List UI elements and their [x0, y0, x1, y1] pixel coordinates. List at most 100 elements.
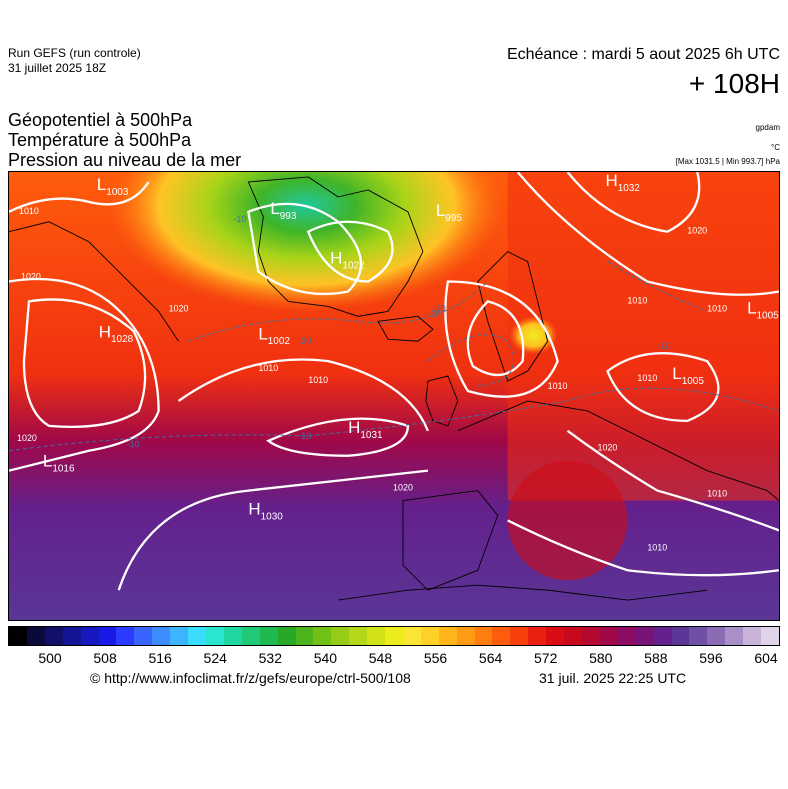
- field-temperature: Température à 500hPa: [8, 130, 192, 150]
- scand-trough: [407, 271, 608, 431]
- colorbar-tick-label: 596: [699, 650, 723, 666]
- colorbar-cell: [26, 627, 45, 645]
- colorbar-cell: [98, 627, 117, 645]
- high-pressure-center: H1028: [99, 322, 134, 345]
- pressure-centers: L1003 L993 L995 H1022 H1032 H1028 L1002 L1005 L1…: [43, 171, 779, 522]
- colorbar-cell: [402, 627, 421, 645]
- low-pressure-center: L1005: [747, 298, 779, 321]
- field-pressure: Pression au niveau de la mer: [8, 150, 242, 170]
- isobar: [306, 220, 394, 283]
- weather-map: L1003 L993 L995 H1022 H1032 H1028 L1002 L1005 L1…: [8, 171, 780, 621]
- isobar: [9, 181, 150, 213]
- isobar: [606, 352, 720, 423]
- colorbar-cell: [295, 627, 314, 645]
- lead-time: + 108H: [688, 68, 780, 99]
- colorbar-cell: [564, 627, 582, 645]
- med-warm: [507, 460, 628, 581]
- isotherms: [9, 261, 779, 452]
- colorbar: [8, 626, 780, 646]
- isobar: [22, 298, 147, 429]
- colorbar-cell: [456, 627, 475, 645]
- isotherm-label: -10: [127, 439, 140, 449]
- colorbar-cell: [528, 627, 547, 645]
- colorbar-tick-label: 548: [368, 650, 393, 666]
- high-pressure-center: H1032: [605, 171, 640, 194]
- isobar-labels: 1010 1020 1020 1010 1010 1020 1010 1010 1020 1010…: [17, 206, 727, 552]
- colorbar-tick-label: 524: [203, 650, 227, 666]
- isobar-label: 1010: [647, 542, 667, 552]
- colorbar-tick-label: 604: [754, 650, 778, 666]
- colorbar-cell: [653, 627, 672, 645]
- isobar-label: 1020: [687, 226, 707, 236]
- isobar: [177, 358, 429, 432]
- colorbar-tick-label: 588: [644, 650, 668, 666]
- colorbar-tick-label: 572: [534, 650, 558, 666]
- colorbar-tick-label: 516: [148, 650, 172, 666]
- isotherm-label: -20: [428, 308, 441, 318]
- colorbar-cell: [116, 627, 135, 645]
- colorbar-cell: [44, 627, 63, 645]
- greenland-coast: [247, 176, 424, 317]
- isobar: [466, 300, 525, 376]
- isobar: [566, 429, 779, 532]
- isobar-label: 1020: [393, 483, 413, 493]
- isobar: [516, 172, 779, 296]
- colorbar-cell: [331, 627, 350, 645]
- low-pressure-center: L993: [270, 199, 297, 222]
- credit[interactable]: © http://www.infoclimat.fr/z/gefs/europe…: [90, 670, 411, 686]
- colorbar-cell: [761, 627, 779, 645]
- iberia: [402, 490, 499, 591]
- isobar-label: 1010: [308, 375, 328, 385]
- low-pressure-center: L995: [436, 201, 463, 224]
- field-geopotential: Géopotentiel à 500hPa: [8, 110, 193, 130]
- isobar-label: 1020: [17, 433, 37, 443]
- isobar-label: 1010: [707, 489, 727, 499]
- colorbar-tick-label: 564: [478, 650, 503, 666]
- colorbar-cell: [134, 627, 153, 645]
- isobar-label: 1010: [19, 206, 39, 216]
- isotherm-label: -20: [433, 303, 446, 313]
- colorbar-cell: [510, 627, 529, 645]
- colorbar-cell: [259, 627, 278, 645]
- colorbar-tick-label: 556: [423, 650, 448, 666]
- colorbar-cell: [277, 627, 296, 645]
- colorbar-cell: [349, 627, 368, 645]
- europe-mainland: [457, 400, 779, 501]
- isotherm-label: -10: [233, 214, 246, 224]
- run-name: Run GEFS (run controle): [8, 46, 141, 60]
- colorbar-tick-label: 580: [589, 650, 613, 666]
- colorbar-cell: [599, 627, 618, 645]
- colorbar-cell: [617, 627, 636, 645]
- colorbar-tick-label: 508: [93, 650, 117, 666]
- low-pressure-center: L1003: [97, 175, 129, 198]
- colorbar-tick-label: 532: [258, 650, 282, 666]
- colorbar-cell: [671, 627, 690, 645]
- colorbar-tick-label: 540: [313, 650, 338, 666]
- colorbar-cell: [582, 627, 600, 645]
- low-pressure-center: L1016: [43, 452, 75, 475]
- low-pressure-center: L1005: [672, 364, 704, 387]
- high-pressure-center: H1022: [330, 249, 365, 272]
- unit-geopotential: gpdam: [755, 123, 780, 132]
- created-time: 31 juil. 2025 22:25 UTC: [539, 670, 687, 686]
- africa-coast: [338, 584, 708, 601]
- isobar: [9, 277, 160, 472]
- colorbar-cell: [635, 627, 654, 645]
- colorbar-cell: [313, 627, 332, 645]
- colorbar-tick-label: 500: [38, 650, 62, 666]
- colorbar-cell: [188, 627, 206, 645]
- pressure-range: [Max 1031.5 | Min 993.7] hPa: [675, 157, 780, 166]
- run-date: 31 juillet 2025 18Z: [8, 61, 107, 75]
- isobar: [444, 280, 559, 398]
- high-pressure-center: H1030: [248, 499, 283, 522]
- isobar-label: 1010: [707, 303, 727, 313]
- low-pressure-center: L1002: [258, 324, 290, 347]
- colorbar-cell: [689, 627, 708, 645]
- canada-coast: [9, 221, 179, 342]
- high-pressure-center: H1031: [348, 418, 383, 441]
- british-isles: [425, 375, 459, 427]
- colorbar-cell: [707, 627, 726, 645]
- isotherm-label: -10: [657, 341, 670, 351]
- isotherm-labels: -10-10-10-20-20-20-10: [127, 214, 671, 449]
- isobar-label: 1010: [637, 373, 657, 383]
